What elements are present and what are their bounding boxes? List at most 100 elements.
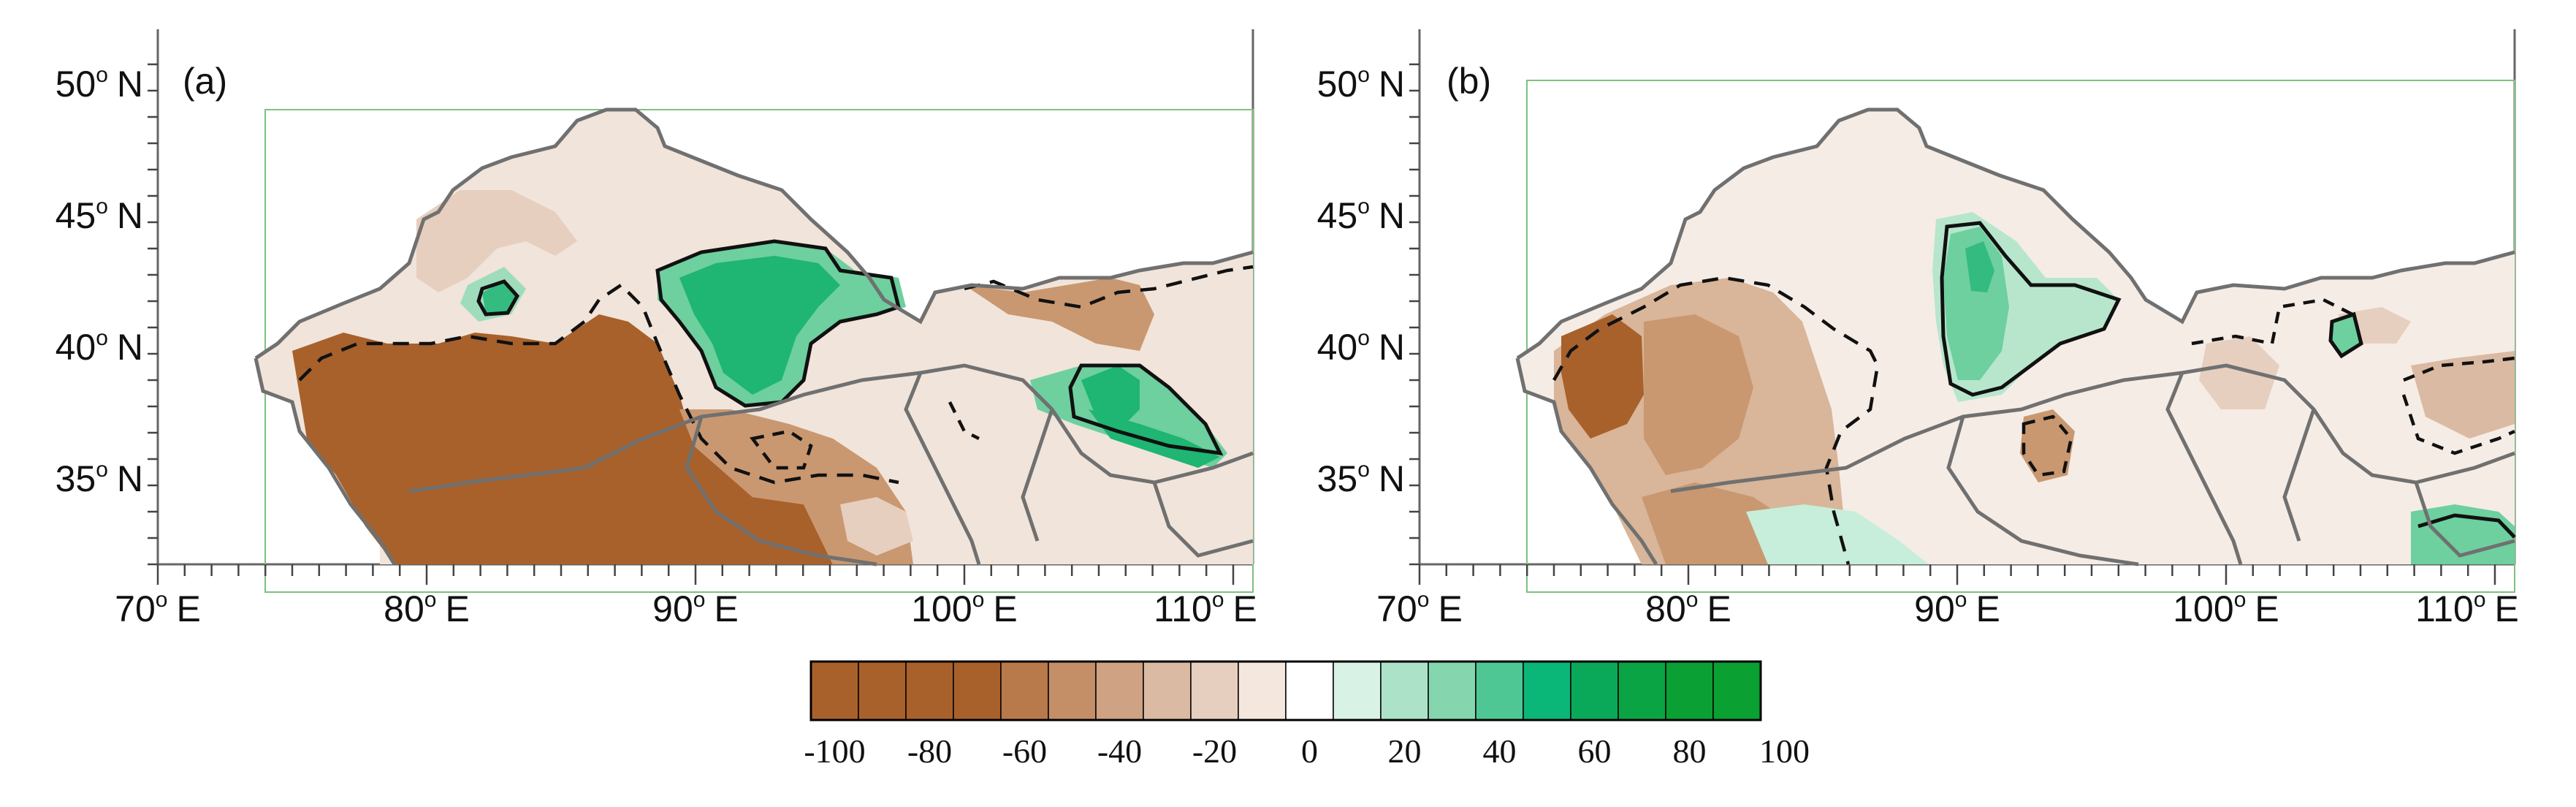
panel-b-boundary-north [1516, 107, 2515, 360]
panel-a-contour-negative-small [750, 429, 813, 470]
panel-a-ticks [148, 63, 1235, 585]
panel-b-lon-label-100: 100o E [2173, 588, 2279, 629]
colorbar-label: -60 [1002, 732, 1047, 770]
colorbar-swatch [1523, 661, 1571, 721]
panel-b-dry-core [1561, 314, 1644, 439]
panel-a-boundary-province-1 [685, 416, 877, 567]
panel-a-contour-negative-mid [948, 401, 980, 441]
colorbar-label: -40 [1097, 732, 1142, 770]
colorbar-swatch [1285, 661, 1334, 721]
colorbar-swatch [1712, 661, 1761, 721]
colorbar-label: -100 [804, 732, 865, 770]
panel-b-wet-south [1746, 504, 1929, 564]
colorbar-swatch [1380, 661, 1429, 721]
panel-a-dry-northeast [964, 278, 1154, 351]
panel-b-anomaly-field [1515, 107, 2516, 567]
panel-b-boundary-province-3 [2282, 409, 2316, 542]
colorbar-label: -80 [907, 732, 952, 770]
colorbar-label: 80 [1673, 732, 1707, 770]
panel-a-contour-negative [298, 283, 899, 485]
colorbar-frame [809, 660, 1762, 721]
panel-a-lon-label-90: 90o E [652, 588, 739, 629]
panel-b-map: (b) 50o N 45o N 40o N 35o N 70o E 80o E 90o E 1… [1317, 29, 2519, 629]
colorbar-swatch [905, 661, 954, 721]
panel-b-lon-label-110: 110o E [2415, 588, 2519, 629]
panel-b-wet-east-small [2331, 314, 2360, 355]
colorbar-swatch [1000, 661, 1049, 721]
panel-b-contour-positive-se [2417, 513, 2516, 539]
colorbar-label: 20 [1388, 732, 1422, 770]
panel-a-lon-label-70: 70o E [115, 588, 201, 629]
panel-a-lat-label-35: 35o N [56, 458, 143, 499]
panel-b-contour-negative-small [2021, 414, 2073, 477]
panel-a-contour-positive-east [1068, 363, 1224, 456]
colorbar-swatch [1048, 661, 1097, 721]
panel-a-wet-central-core [679, 256, 840, 395]
panel-b-dry-east-3 [2411, 351, 2515, 439]
panel-b-wet-central-core [1943, 227, 2009, 380]
colorbar-swatch [1475, 661, 1524, 721]
colorbar-swatch [1095, 661, 1144, 721]
colorbar-label: 60 [1578, 732, 1612, 770]
panel-a-boundary-west [254, 357, 397, 566]
colorbar-swatch [953, 661, 1002, 721]
panel-a-wet-east-core [1081, 365, 1140, 424]
panel-b-lat-label-50: 50o N [1317, 63, 1405, 105]
panel-b-contour-positive [1940, 221, 2122, 397]
colorbar-swatches [810, 661, 1761, 721]
panel-b-boundary-province-1 [1946, 416, 2139, 567]
colorbar-labels: -100 -80 -60 -40 -20 0 20 40 60 80 100 [804, 732, 1810, 770]
panel-a-label: (a) [183, 61, 227, 102]
colorbar-swatch [1333, 661, 1382, 721]
panel-a-dry-core [292, 314, 833, 564]
panel-a-anomaly-field [254, 107, 1254, 567]
panel-a-boundary-north [254, 107, 1254, 360]
panel-b-boundary-internal [1670, 363, 2515, 493]
panel-b-lon-label-80: 80o E [1645, 588, 1731, 629]
panel-a-contour-negative-ne [964, 265, 1254, 309]
colorbar-swatch [1143, 661, 1192, 721]
colorbar-swatch [1238, 661, 1287, 721]
panel-a-lat-label-40: 40o N [56, 326, 143, 368]
colorbar-label: -20 [1192, 732, 1237, 770]
colorbar-swatch [810, 661, 859, 721]
panel-a-lon-label-100: 100o E [911, 588, 1017, 629]
panel-a-boundary-province-2 [904, 372, 981, 565]
panel-b-dry-east-1 [2199, 336, 2279, 409]
panel-a-dry-north [416, 190, 577, 292]
panel-b-contour-negative [1552, 276, 1880, 565]
panel-a-boundary-province-4 [1152, 482, 1254, 558]
panel-b-label: (b) [1447, 61, 1491, 102]
panel-b-boundary-west [1515, 357, 1658, 566]
panel-a-dry-south [840, 497, 913, 556]
panel-b-boundary-province-2 [2165, 372, 2243, 565]
panel-b-lat-label-40: 40o N [1317, 326, 1405, 368]
panel-b-boundary-province-4 [2414, 482, 2515, 558]
panel-b-lat-label-35: 35o N [1317, 458, 1405, 499]
colorbar-swatch [1617, 661, 1666, 721]
panel-a-contour-positive [655, 239, 901, 408]
panel-a-map: (a) 50o N 45o N 40o N 35o N 70o E 80o E 90o E 1… [56, 29, 1257, 629]
panel-a-wet-west-core [482, 281, 517, 314]
panel-b-lon-label-90: 90o E [1914, 588, 2000, 629]
panel-b-dry-mid [1644, 314, 1753, 475]
colorbar-swatch [1665, 661, 1714, 721]
panel-a-wet-east-tail [1089, 409, 1220, 468]
panel-b-contour-negative-ne [2191, 298, 2354, 346]
panel-a-boundary-province-3 [1021, 409, 1054, 542]
panel-a-contour-positive-west [476, 279, 520, 317]
panel-a-lat-label-45: 45o N [56, 194, 143, 236]
colorbar-swatch [858, 661, 907, 721]
colorbar-label: 0 [1301, 732, 1318, 770]
colorbar-label: 40 [1483, 732, 1517, 770]
panel-a-lon-label-110: 110o E [1154, 588, 1257, 629]
panel-b-contour-positive-small [2328, 311, 2363, 359]
panel-a-lon-label-80: 80o E [384, 588, 470, 629]
panel-b-ticks [1409, 63, 2496, 585]
panel-b-contour-negative-east [2401, 356, 2515, 455]
colorbar-swatch [1190, 661, 1239, 721]
panel-b-lat-label-45: 45o N [1317, 194, 1405, 236]
panel-a-lat-label-50: 50o N [56, 63, 143, 105]
panel-a-boundary-internal [408, 363, 1254, 493]
